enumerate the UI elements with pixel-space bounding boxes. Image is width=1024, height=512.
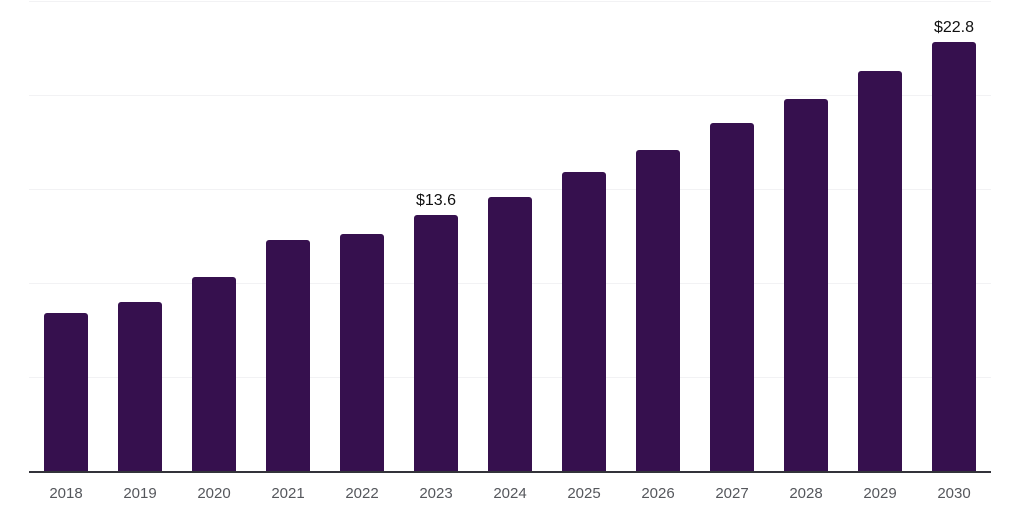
bar-2028[interactable]	[784, 98, 828, 471]
bar-2026[interactable]	[636, 149, 680, 471]
gridline-20	[29, 95, 991, 96]
plot-area: $13.6 $22.8	[29, 1, 991, 473]
bar-2027[interactable]	[710, 123, 754, 471]
x-tick-2030: 2030	[937, 485, 971, 502]
x-tick-2025: 2025	[567, 485, 601, 502]
data-label-2023: $13.6	[415, 192, 457, 210]
x-tick-2029: 2029	[863, 485, 897, 502]
x-tick-2026: 2026	[641, 485, 675, 502]
x-tick-2021: 2021	[271, 485, 305, 502]
x-tick-2018: 2018	[49, 485, 83, 502]
bar-2025[interactable]	[562, 172, 606, 471]
x-tick-2027: 2027	[715, 485, 749, 502]
x-tick-2023: 2023	[419, 485, 453, 502]
bar-2020[interactable]	[192, 277, 236, 471]
x-tick-2019: 2019	[123, 485, 157, 502]
x-tick-2028: 2028	[789, 485, 823, 502]
bar-2029[interactable]	[858, 70, 902, 471]
bar-2018[interactable]	[44, 313, 88, 471]
x-tick-2024: 2024	[493, 485, 527, 502]
x-axis-tick-labels: 2018 2019 2020 2021 2022 2023 2024 2025 2026 2027…	[29, 484, 991, 506]
bar-2024[interactable]	[488, 196, 532, 471]
bars-layer: $13.6 $22.8	[29, 1, 991, 471]
x-tick-2020: 2020	[197, 485, 231, 502]
bar-2030[interactable]	[932, 42, 976, 471]
bar-2022[interactable]	[340, 234, 384, 471]
gridline-15	[29, 189, 991, 190]
data-label-2030: $22.8	[933, 19, 975, 37]
gridline-25	[29, 1, 991, 2]
bar-2021[interactable]	[266, 239, 310, 471]
bar-2023[interactable]	[414, 215, 458, 471]
x-tick-2022: 2022	[345, 485, 379, 502]
bar-2019[interactable]	[118, 301, 162, 471]
